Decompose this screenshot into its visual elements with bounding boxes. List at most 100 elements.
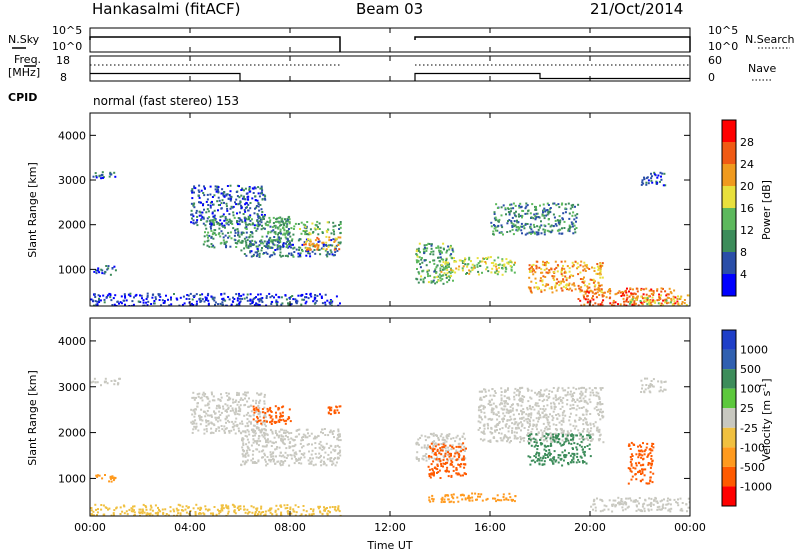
velocity-cell — [452, 437, 455, 440]
power-cell — [449, 244, 452, 247]
velocity-cell — [572, 407, 575, 410]
velocity-cell — [533, 408, 536, 411]
power-cell — [601, 301, 604, 304]
velocity-cell — [279, 462, 282, 465]
velocity-cell — [290, 437, 293, 440]
velocity-cell — [289, 506, 292, 509]
power-cell — [257, 303, 260, 306]
power-cell — [212, 231, 215, 234]
power-cell — [204, 224, 207, 227]
velocity-cell — [566, 435, 569, 438]
power-cell — [271, 246, 273, 249]
velocity-cell — [451, 461, 454, 464]
velocity-cell — [535, 433, 538, 436]
power-cell — [280, 296, 283, 299]
power-cell — [304, 243, 307, 246]
velocity-cell — [306, 436, 309, 439]
velocity-cell — [444, 494, 447, 497]
power-cell — [277, 244, 280, 247]
power-cell — [209, 225, 212, 228]
velocity-cell — [663, 381, 666, 383]
velocity-cell — [432, 444, 435, 447]
velocity-cell — [639, 453, 642, 456]
velocity-cell — [515, 437, 518, 440]
velocity-cell — [263, 452, 266, 455]
velocity-cell — [588, 398, 591, 401]
power-cell — [339, 223, 342, 225]
power-cell — [248, 188, 251, 191]
power-cell — [195, 211, 198, 214]
power-cell — [530, 232, 532, 235]
velocity-cell — [543, 435, 546, 438]
velocity-cell — [167, 514, 170, 516]
power-cell — [275, 300, 278, 303]
velocity-cell — [309, 461, 312, 464]
velocity-cell — [228, 398, 231, 401]
velocity-cell — [252, 441, 255, 444]
power-cell — [621, 291, 624, 293]
velocity-cell — [595, 391, 598, 394]
velocity-cell — [278, 454, 281, 457]
power-cell — [238, 304, 241, 306]
velocity-cell — [575, 425, 578, 428]
velocity-cell — [110, 477, 112, 480]
power-cell — [561, 267, 564, 270]
velocity-cell — [550, 440, 553, 443]
velocity-cell — [526, 434, 529, 437]
power-cell — [275, 302, 278, 305]
velocity-cell — [203, 432, 206, 435]
power-cell — [120, 295, 123, 298]
velocity-cell — [192, 507, 195, 510]
velocity-cell — [277, 406, 280, 409]
velocity-cell — [446, 458, 449, 461]
velocity-cell — [596, 497, 598, 500]
velocity-cell — [532, 437, 535, 440]
velocity-cell — [94, 503, 97, 506]
velocity-cell — [541, 433, 544, 436]
velocity-cell — [542, 405, 545, 408]
power-cell — [442, 258, 445, 261]
velocity-cell — [503, 390, 506, 393]
velocity-cell — [527, 417, 529, 420]
power-cell — [97, 294, 100, 297]
power-cell — [277, 227, 280, 230]
power-cell — [511, 226, 514, 228]
power-cell — [672, 298, 675, 301]
power-cell — [258, 216, 261, 219]
velocity-cell — [562, 431, 565, 434]
power-cell — [264, 222, 267, 225]
power-cell — [261, 192, 263, 195]
velocity-cell — [242, 454, 245, 457]
power-cell — [291, 295, 294, 297]
velocity-cell — [246, 425, 249, 428]
power-cell — [197, 189, 200, 192]
velocity-cell — [549, 442, 552, 445]
velocity-cell — [637, 461, 640, 464]
velocity-cell — [572, 424, 575, 427]
velocity-cell — [561, 387, 564, 390]
velocity-cell — [254, 420, 257, 422]
velocity-cell — [257, 410, 260, 413]
velocity-cell — [580, 440, 583, 443]
power-cell — [613, 304, 616, 306]
power-cell — [258, 209, 261, 212]
velocity-cell — [571, 393, 574, 396]
power-cell — [285, 242, 287, 245]
velocity-cell — [235, 410, 238, 413]
velocity-cell — [521, 395, 524, 397]
velocity-cell — [322, 447, 325, 450]
power-cell — [209, 223, 211, 225]
velocity-cell — [440, 453, 443, 456]
velocity-cell — [226, 416, 228, 419]
velocity-cell — [585, 462, 588, 465]
power-cell — [98, 301, 101, 303]
power-cell — [256, 224, 258, 227]
velocity-cell — [595, 429, 598, 432]
velocity-cell — [233, 511, 236, 514]
power-cell — [645, 297, 648, 300]
velocity-cell — [615, 504, 617, 507]
velocity-cell — [665, 503, 668, 506]
power-cell — [245, 254, 248, 257]
power-cell — [205, 298, 207, 301]
power-cell — [602, 291, 605, 294]
